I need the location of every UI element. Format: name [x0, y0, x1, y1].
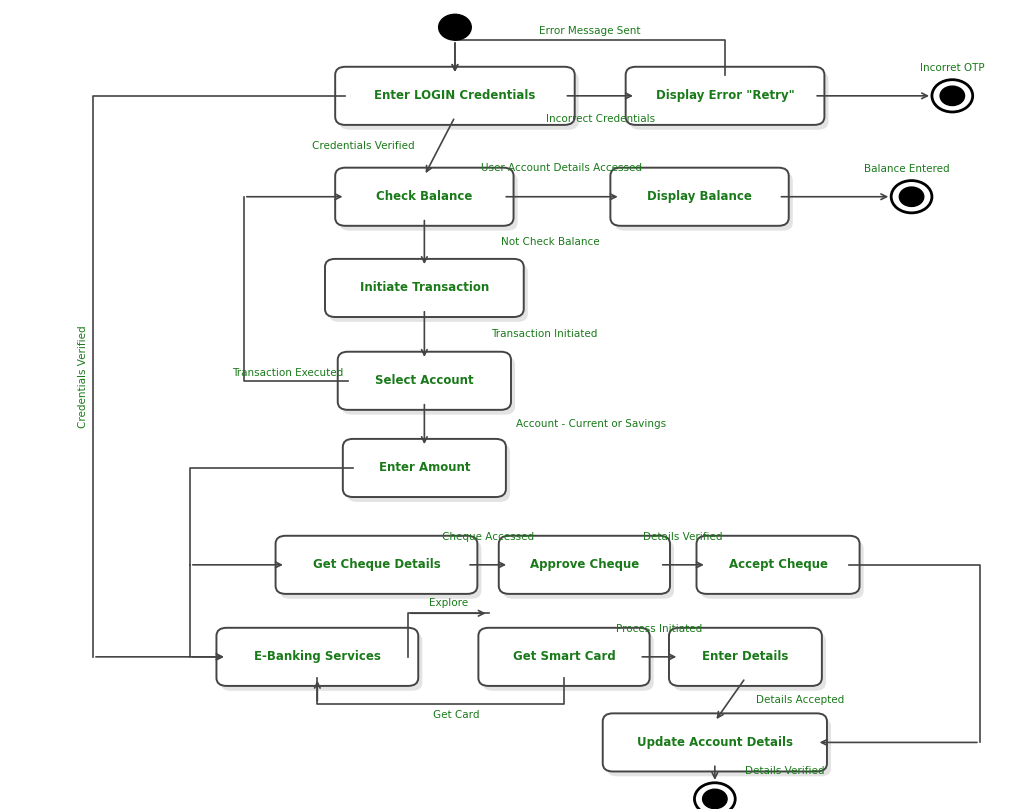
FancyBboxPatch shape	[503, 540, 675, 599]
Circle shape	[702, 789, 727, 808]
Text: Account - Current or Savings: Account - Current or Savings	[516, 420, 666, 429]
Text: Get Cheque Details: Get Cheque Details	[313, 558, 440, 571]
Text: Enter LOGIN Credentials: Enter LOGIN Credentials	[374, 89, 536, 102]
FancyBboxPatch shape	[221, 633, 422, 691]
Text: Incorret OTP: Incorret OTP	[920, 63, 984, 73]
FancyBboxPatch shape	[610, 168, 789, 226]
Text: Error Message Sent: Error Message Sent	[540, 26, 641, 36]
FancyBboxPatch shape	[625, 66, 825, 125]
Text: Approve Cheque: Approve Cheque	[529, 558, 639, 571]
FancyBboxPatch shape	[673, 633, 826, 691]
Text: Credentials Verified: Credentials Verified	[312, 141, 414, 151]
FancyBboxPatch shape	[276, 535, 477, 594]
FancyBboxPatch shape	[478, 628, 650, 686]
Text: Credentials Verified: Credentials Verified	[78, 325, 88, 428]
FancyBboxPatch shape	[329, 264, 527, 322]
Text: Details Verified: Details Verified	[745, 766, 825, 776]
FancyBboxPatch shape	[346, 444, 510, 502]
FancyBboxPatch shape	[280, 540, 481, 599]
Text: Balance Entered: Balance Entered	[864, 164, 949, 174]
Text: E-Banking Services: E-Banking Services	[253, 650, 381, 663]
Circle shape	[438, 15, 471, 40]
Text: Get Card: Get Card	[432, 710, 479, 720]
Text: Check Balance: Check Balance	[376, 190, 472, 203]
Circle shape	[940, 86, 965, 105]
Text: Details Accepted: Details Accepted	[755, 695, 844, 705]
Text: Enter Details: Enter Details	[702, 650, 789, 663]
FancyBboxPatch shape	[337, 352, 511, 410]
FancyBboxPatch shape	[607, 718, 831, 776]
FancyBboxPatch shape	[669, 628, 822, 686]
Text: Get Smart Card: Get Smart Card	[513, 650, 615, 663]
Text: Transaction Initiated: Transaction Initiated	[491, 330, 597, 339]
FancyBboxPatch shape	[614, 173, 793, 231]
FancyBboxPatch shape	[482, 633, 654, 691]
Text: Display Balance: Display Balance	[647, 190, 752, 203]
Text: Explore: Explore	[429, 599, 468, 608]
Text: Update Account Details: Update Account Details	[637, 736, 793, 749]
Text: Display Error "Retry": Display Error "Retry"	[656, 89, 794, 102]
FancyBboxPatch shape	[339, 173, 517, 231]
Text: Select Account: Select Account	[375, 374, 473, 387]
FancyBboxPatch shape	[325, 259, 523, 317]
FancyBboxPatch shape	[335, 66, 574, 125]
Circle shape	[899, 187, 924, 207]
FancyBboxPatch shape	[335, 168, 513, 226]
FancyBboxPatch shape	[217, 628, 418, 686]
FancyBboxPatch shape	[339, 71, 578, 130]
Text: Process Initiated: Process Initiated	[616, 625, 702, 634]
Text: Cheque Accessed: Cheque Accessed	[442, 532, 535, 542]
Text: Initiate Transaction: Initiate Transaction	[360, 281, 489, 295]
FancyBboxPatch shape	[499, 535, 670, 594]
Text: Accept Cheque: Accept Cheque	[729, 558, 828, 571]
FancyBboxPatch shape	[630, 71, 829, 130]
Text: Transaction Executed: Transaction Executed	[232, 368, 342, 377]
Text: User Account Details Accessed: User Account Details Accessed	[481, 163, 643, 173]
FancyBboxPatch shape	[341, 356, 515, 415]
FancyBboxPatch shape	[697, 535, 860, 594]
FancyBboxPatch shape	[700, 540, 864, 599]
Text: Details Verified: Details Verified	[644, 532, 723, 542]
Text: Not Check Balance: Not Check Balance	[501, 237, 600, 247]
FancyBboxPatch shape	[603, 714, 827, 771]
Text: Enter Amount: Enter Amount	[378, 462, 470, 475]
Text: Incorrect Credentials: Incorrect Credentials	[546, 113, 655, 124]
FancyBboxPatch shape	[342, 439, 506, 497]
